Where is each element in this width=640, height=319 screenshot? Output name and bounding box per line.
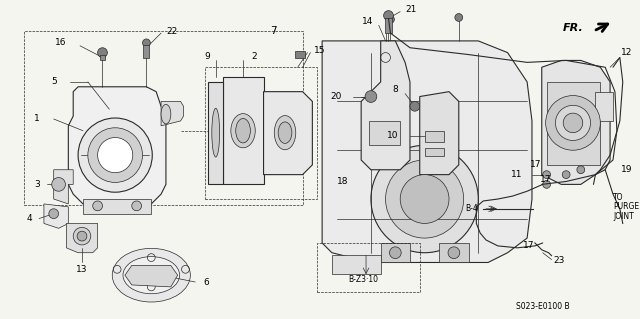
Ellipse shape [231,114,255,148]
Text: 23: 23 [554,256,565,265]
Text: 17: 17 [540,175,552,184]
Text: PURGE: PURGE [613,202,639,211]
Text: 4: 4 [26,214,32,223]
Text: 9: 9 [204,52,210,61]
Text: 22: 22 [166,27,177,36]
Text: FR.: FR. [563,23,584,33]
Polygon shape [67,223,98,253]
Text: 5: 5 [51,78,56,86]
Circle shape [98,48,108,57]
Text: 3: 3 [34,180,40,189]
Text: 10: 10 [387,131,398,140]
Circle shape [556,105,591,140]
Polygon shape [322,41,532,263]
Text: B-4: B-4 [465,204,478,213]
Text: JOINT: JOINT [613,212,634,221]
Polygon shape [83,199,151,214]
Circle shape [387,16,394,23]
Polygon shape [54,170,73,204]
Circle shape [52,178,65,191]
Text: TO: TO [613,193,623,202]
Bar [205,67,317,199]
Text: 15: 15 [314,46,326,55]
Ellipse shape [236,118,250,143]
Circle shape [143,39,150,47]
Polygon shape [361,41,410,170]
Circle shape [410,101,420,111]
Circle shape [563,171,570,179]
Circle shape [88,128,143,182]
Bar [439,243,468,263]
Text: S023-E0100 B: S023-E0100 B [516,302,570,311]
Polygon shape [264,92,312,174]
Bar [332,255,381,274]
Circle shape [383,11,394,20]
Circle shape [455,14,463,21]
Polygon shape [541,60,610,184]
Bar [424,148,444,156]
Circle shape [77,231,87,241]
Bar [369,121,400,145]
Circle shape [577,166,585,174]
Polygon shape [125,265,178,287]
Ellipse shape [123,256,180,294]
Circle shape [371,145,478,253]
Ellipse shape [212,108,220,157]
Bar [295,51,305,58]
Bar [143,45,149,58]
Text: 14: 14 [362,17,373,26]
Bar [24,31,303,205]
Polygon shape [223,77,264,184]
Text: 7: 7 [270,26,276,36]
Text: 13: 13 [76,265,88,274]
Circle shape [400,174,449,223]
Circle shape [98,137,132,173]
Bar [424,131,444,142]
Polygon shape [68,87,166,204]
Text: 11: 11 [511,170,522,179]
Circle shape [73,227,91,245]
Bar [100,55,106,60]
Polygon shape [44,204,68,228]
Polygon shape [420,92,459,174]
Text: 16: 16 [55,38,67,47]
Bar [547,82,600,165]
Circle shape [543,171,550,179]
Ellipse shape [112,248,190,302]
Text: 20: 20 [330,92,342,101]
Text: B-Z3·10: B-Z3·10 [348,275,378,284]
Text: 8: 8 [392,85,398,94]
Bar [317,243,420,292]
Ellipse shape [275,115,296,150]
Text: 1: 1 [34,115,40,123]
Circle shape [385,160,463,238]
Text: 19: 19 [621,165,632,174]
Text: 12: 12 [621,48,632,57]
Text: 6: 6 [203,278,209,286]
Circle shape [543,181,550,188]
Bar [381,243,410,263]
Circle shape [390,247,401,259]
Circle shape [78,118,152,192]
Circle shape [448,247,460,259]
Text: 2: 2 [252,52,257,61]
Text: 21: 21 [405,5,417,14]
Bar [595,92,613,121]
Circle shape [49,209,59,219]
Circle shape [132,201,141,211]
Polygon shape [208,82,223,184]
Text: 17: 17 [531,160,541,169]
Circle shape [546,96,600,150]
Circle shape [93,201,102,211]
Ellipse shape [161,104,171,124]
Bar [385,19,392,33]
Text: 17: 17 [524,241,535,250]
Text: 18: 18 [337,177,348,186]
Ellipse shape [278,122,292,144]
Circle shape [563,113,583,133]
Circle shape [365,91,377,102]
Polygon shape [161,101,184,126]
